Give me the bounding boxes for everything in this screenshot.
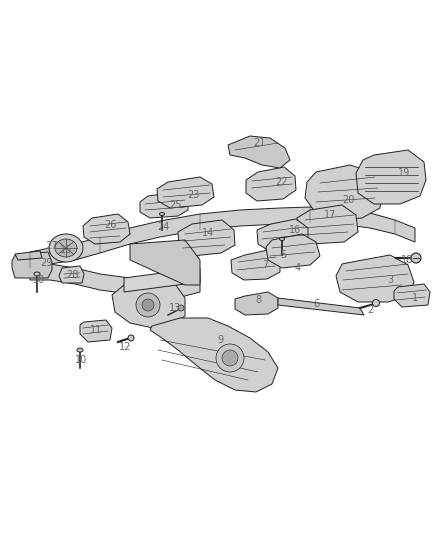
Polygon shape <box>231 250 280 280</box>
Text: 8: 8 <box>255 295 261 305</box>
Polygon shape <box>246 167 296 201</box>
Circle shape <box>216 344 244 372</box>
Ellipse shape <box>55 239 77 257</box>
Text: 25: 25 <box>170 200 182 210</box>
Text: 10: 10 <box>75 355 87 365</box>
Text: 29: 29 <box>40 258 52 268</box>
Text: 3: 3 <box>387 275 393 285</box>
Circle shape <box>222 350 238 366</box>
Text: 28: 28 <box>66 270 78 280</box>
Text: 2: 2 <box>367 305 373 315</box>
Text: 17: 17 <box>324 210 336 220</box>
Polygon shape <box>266 234 320 268</box>
Text: 14: 14 <box>202 228 214 238</box>
Circle shape <box>372 300 379 306</box>
Polygon shape <box>150 318 278 392</box>
Text: 13: 13 <box>169 303 181 313</box>
Text: 26: 26 <box>104 220 116 230</box>
Polygon shape <box>305 165 382 220</box>
Text: 15: 15 <box>60 245 72 255</box>
Text: 24: 24 <box>157 222 169 232</box>
Text: 19: 19 <box>398 168 410 178</box>
Ellipse shape <box>77 348 83 352</box>
Text: 27: 27 <box>46 241 58 251</box>
Text: 12: 12 <box>119 342 131 352</box>
Circle shape <box>136 293 160 317</box>
Text: 18: 18 <box>401 255 413 265</box>
Text: 1: 1 <box>412 293 418 303</box>
Polygon shape <box>257 219 308 252</box>
Polygon shape <box>80 320 112 342</box>
Polygon shape <box>336 255 414 302</box>
Polygon shape <box>157 177 214 208</box>
Polygon shape <box>130 240 200 285</box>
Text: 21: 21 <box>253 138 265 148</box>
Polygon shape <box>30 264 200 296</box>
Text: 4: 4 <box>295 263 301 273</box>
Polygon shape <box>178 220 235 256</box>
Text: 5: 5 <box>280 250 286 260</box>
Text: 16: 16 <box>289 225 301 235</box>
Ellipse shape <box>159 213 165 215</box>
Polygon shape <box>12 252 52 278</box>
Polygon shape <box>394 284 430 307</box>
Text: 30: 30 <box>32 275 44 285</box>
Text: 6: 6 <box>313 299 319 309</box>
Text: 23: 23 <box>187 190 199 200</box>
Polygon shape <box>83 214 130 244</box>
Text: 9: 9 <box>217 335 223 345</box>
Polygon shape <box>30 207 415 268</box>
Text: 22: 22 <box>276 177 288 187</box>
Circle shape <box>128 335 134 341</box>
Text: 11: 11 <box>90 325 102 335</box>
Polygon shape <box>356 150 426 204</box>
Circle shape <box>411 253 421 263</box>
Polygon shape <box>15 251 42 260</box>
Ellipse shape <box>279 238 285 240</box>
Text: 20: 20 <box>342 195 354 205</box>
Polygon shape <box>112 278 185 328</box>
Polygon shape <box>228 136 290 168</box>
Circle shape <box>178 305 184 311</box>
Polygon shape <box>235 292 278 315</box>
Polygon shape <box>140 192 188 218</box>
Ellipse shape <box>49 234 83 262</box>
Text: 7: 7 <box>262 260 268 270</box>
Polygon shape <box>124 268 200 292</box>
Polygon shape <box>59 266 84 283</box>
Ellipse shape <box>34 272 40 276</box>
Polygon shape <box>297 205 358 244</box>
Polygon shape <box>278 298 364 315</box>
Circle shape <box>142 299 154 311</box>
